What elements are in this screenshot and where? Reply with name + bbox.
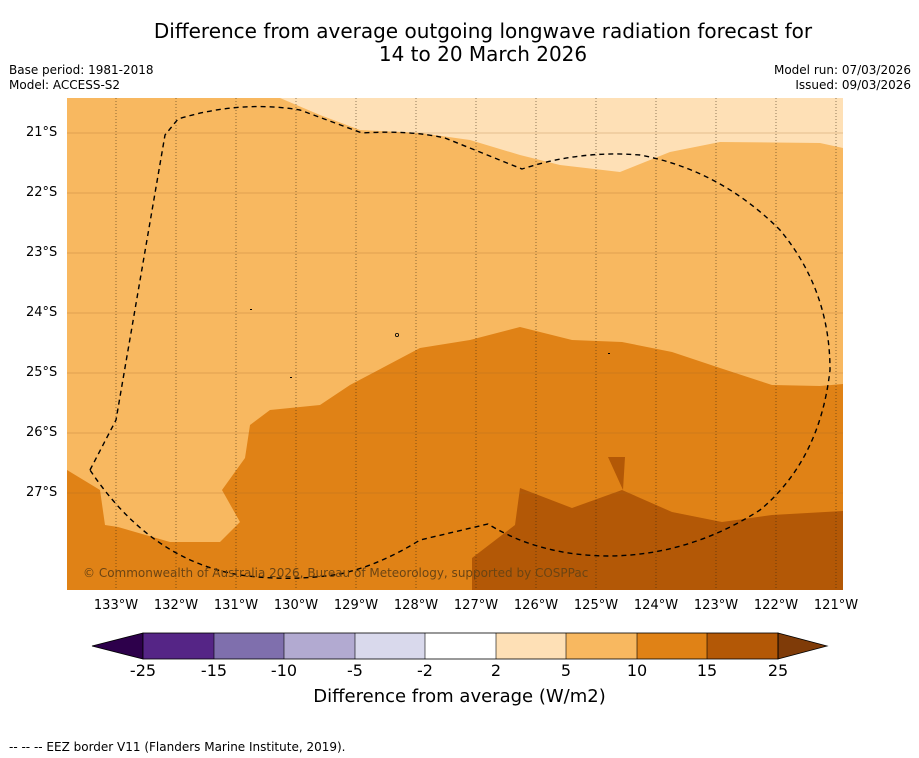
band-15-to-25 [472, 488, 843, 590]
colorbar-tick: 25 [767, 661, 789, 680]
colorbar-low-extend [91, 632, 144, 660]
lon-label: 127°W [453, 598, 499, 613]
lat-label: 22°S [26, 185, 58, 200]
colorbar-segment [355, 633, 425, 659]
eez-legend-note: -- -- -- EEZ border V11 (Flanders Marine… [9, 740, 346, 754]
colorbar-high-extend [777, 632, 829, 660]
copyright-notice: © Commonwealth of Australia 2026, Bureau… [83, 566, 589, 580]
eez-border [89, 105, 831, 579]
lon-label: 133°W [93, 598, 139, 613]
colorbar-label: Difference from average (W/m2) [313, 686, 606, 707]
colorbar-segment [214, 633, 284, 659]
colorbar-tick: -5 [347, 661, 363, 680]
lon-label: 121°W [813, 598, 859, 613]
lon-label: 129°W [333, 598, 379, 613]
meta-right: Model run: 07/03/2026 Issued: 09/03/2026 [774, 63, 911, 93]
colorbar-segment [566, 633, 637, 659]
lon-label: 130°W [273, 598, 319, 613]
colorbar-tick: -10 [270, 661, 298, 680]
small-islands [250, 309, 610, 378]
lon-label: 123°W [693, 598, 739, 613]
model-run: Model run: 07/03/2026 [773, 63, 911, 77]
colorbar-tick: -25 [129, 661, 157, 680]
lon-gridlines [115, 98, 837, 590]
lat-label: 27°S [26, 485, 58, 500]
lon-label: 132°W [153, 598, 199, 613]
lon-label: 126°W [513, 598, 559, 613]
colorbar-segment [496, 633, 566, 659]
colorbar-segment [425, 633, 496, 659]
colorbar-tick: 2 [490, 661, 502, 680]
lat-gridlines [67, 132, 843, 494]
anomaly-fill [67, 98, 843, 590]
colorbar-segment [143, 633, 214, 659]
map-title: Difference from average outgoing longwav… [100, 20, 866, 66]
lon-label: 131°W [213, 598, 259, 613]
band-2-to-5 [280, 98, 843, 172]
colorbar [91, 632, 829, 660]
lat-label: 26°S [26, 425, 58, 440]
lon-label: 125°W [573, 598, 619, 613]
title-line-2: 14 to 20 March 2026 [378, 42, 588, 66]
band-15-to-25-patch [608, 457, 625, 490]
colorbar-tick: 15 [696, 661, 718, 680]
model-name: Model: ACCESS-S2 [9, 78, 121, 92]
colorbar-segment [637, 633, 707, 659]
colorbar-segment [284, 633, 355, 659]
base-period: Base period: 1981-2018 [9, 63, 154, 77]
colorbar-tick: -15 [200, 661, 228, 680]
lat-label: 24°S [26, 305, 58, 320]
colorbar-tick: 10 [626, 661, 648, 680]
issued-date: Issued: 09/03/2026 [795, 78, 911, 92]
lat-label: 25°S [26, 365, 58, 380]
lat-label: 21°S [26, 125, 58, 140]
lon-label: 128°W [393, 598, 439, 613]
colorbar-segment [707, 633, 778, 659]
colorbar-tick: 5 [560, 661, 572, 680]
meta-left: Base period: 1981-2018 Model: ACCESS-S2 [9, 63, 154, 93]
lat-label: 23°S [26, 245, 58, 260]
lon-label: 122°W [753, 598, 799, 613]
title-line-1: Difference from average outgoing longwav… [153, 19, 813, 43]
lon-label: 124°W [633, 598, 679, 613]
colorbar-tick: -2 [417, 661, 433, 680]
